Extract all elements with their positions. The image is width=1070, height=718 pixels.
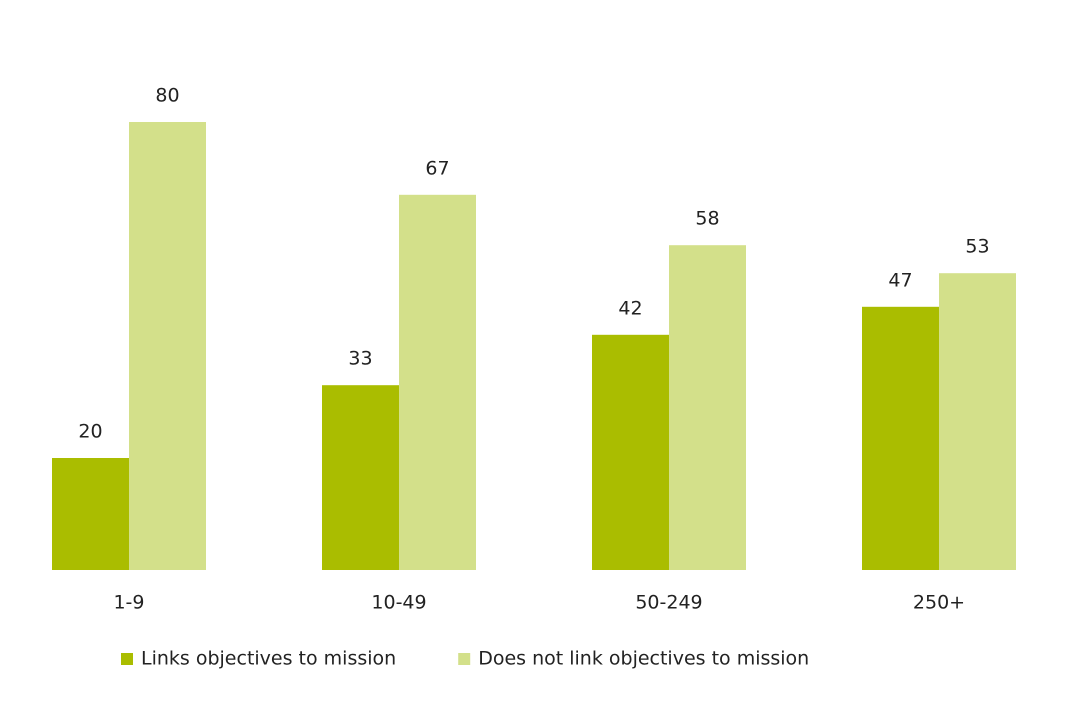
legend-label: Links objectives to mission	[141, 648, 396, 670]
value-label: 80	[155, 85, 179, 107]
legend-label: Does not link objectives to mission	[478, 648, 809, 670]
value-label: 58	[695, 208, 719, 230]
value-label: 53	[965, 236, 989, 258]
value-label: 20	[78, 421, 102, 443]
x-tick-label: 10-49	[371, 592, 426, 614]
bar	[669, 245, 746, 570]
legend-swatch	[121, 653, 133, 665]
x-tick-label: 1-9	[113, 592, 144, 614]
bar	[399, 194, 476, 571]
bar	[322, 385, 399, 570]
value-label: 47	[888, 269, 912, 291]
bar	[52, 458, 129, 570]
value-label: 42	[618, 297, 642, 319]
value-label: 33	[348, 348, 372, 370]
value-label: 67	[425, 157, 449, 179]
x-tick-label: 50-249	[635, 592, 702, 614]
bar	[129, 122, 206, 570]
legend-swatch	[458, 653, 471, 665]
bar	[592, 334, 669, 570]
bar	[939, 273, 1016, 570]
bar	[862, 306, 939, 570]
x-tick-label: 250+	[913, 592, 965, 614]
